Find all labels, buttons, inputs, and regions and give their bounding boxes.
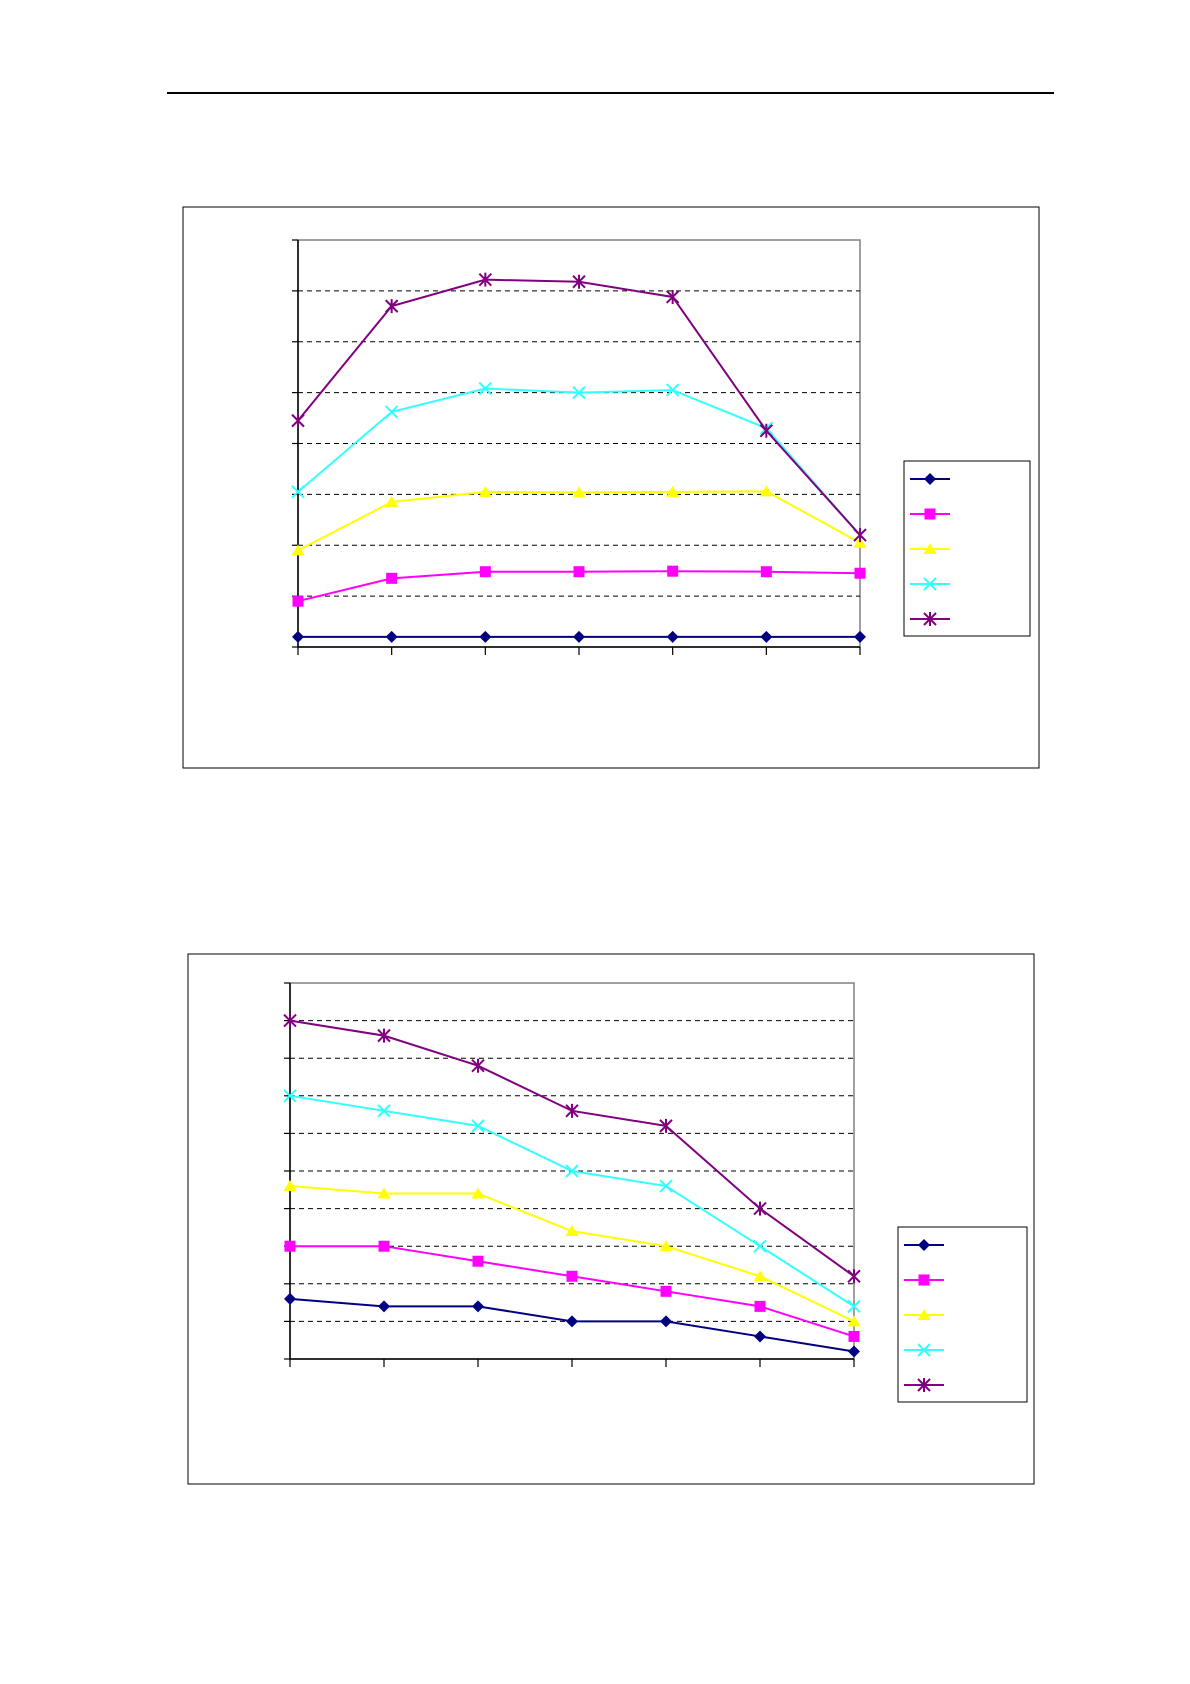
series-5-point (384, 299, 399, 314)
series-2-point (386, 572, 398, 584)
legend-swatch-marker (918, 1239, 930, 1251)
legend-swatch-marker (924, 473, 936, 485)
series-4-point (471, 1119, 485, 1133)
series-1-point (848, 1345, 860, 1358)
series-3-point (572, 486, 586, 498)
series-3-point (478, 485, 492, 497)
series-2-point (479, 566, 491, 578)
series-4-point (478, 381, 493, 396)
series-1-point (573, 630, 585, 643)
series-2-point (284, 1240, 296, 1252)
series-5-point (659, 1118, 673, 1133)
legend-entry-4 (904, 1343, 944, 1357)
series-1-point (378, 1300, 390, 1313)
series-1-point (660, 1315, 672, 1328)
series-2-point (292, 595, 304, 607)
legend-entry-1 (904, 1239, 944, 1251)
chart-2-border (187, 953, 1035, 1485)
chart-1 (182, 206, 1040, 769)
series-5-point (759, 423, 774, 438)
series-4-point (847, 1299, 861, 1314)
series-2-point (378, 1240, 390, 1252)
series-2-point (472, 1255, 484, 1267)
series-2-point (667, 565, 679, 577)
chart-2-plot-area (283, 982, 861, 1367)
series-5-point (665, 289, 680, 304)
series-1-point (760, 630, 773, 643)
legend-swatch-marker (923, 543, 937, 554)
series-5-point (853, 528, 867, 543)
series-2-point (573, 566, 585, 578)
series-2-point (848, 1330, 860, 1342)
series-3-point (753, 1270, 767, 1282)
series-5-point (565, 1103, 579, 1118)
series-1-point (385, 630, 398, 643)
series-3-point (666, 485, 680, 497)
legend-swatch-marker (924, 508, 936, 520)
series-1-point (292, 630, 304, 643)
legend-entry-5 (910, 612, 950, 626)
series-1-point (754, 1330, 766, 1343)
legend-swatch-marker (917, 1378, 931, 1392)
series-4-point (572, 385, 586, 400)
chart-2-legend (897, 1226, 1028, 1403)
series-3-point (377, 1187, 391, 1199)
series-5-point (753, 1201, 767, 1216)
chart-2 (187, 953, 1035, 1485)
series-4-point (753, 1239, 767, 1253)
series-3-point (471, 1187, 485, 1199)
legend-entry-1 (910, 473, 950, 485)
series-4-point (291, 485, 305, 499)
series-2-point (660, 1285, 672, 1297)
series-3-point (283, 1180, 297, 1192)
series-3-point (853, 536, 867, 548)
legend-entry-3 (904, 1309, 944, 1320)
series-4-point (659, 1179, 673, 1193)
legend-swatch-marker (917, 1343, 931, 1357)
series-5-point (847, 1269, 861, 1284)
legend-swatch-marker (917, 1309, 931, 1320)
series-5-point (478, 272, 493, 287)
series-3-point (291, 544, 305, 556)
legend-swatch-marker (923, 577, 937, 591)
series-1-point (284, 1292, 296, 1305)
series-3-point (565, 1225, 579, 1237)
series-2-point (566, 1270, 578, 1282)
series-5-point (471, 1058, 485, 1073)
series-4-point (565, 1164, 579, 1178)
legend-entry-3 (910, 543, 950, 554)
legend-entry-2 (904, 1274, 944, 1286)
series-4-point (283, 1089, 297, 1103)
series-2-point (854, 567, 866, 579)
series-5-point (291, 413, 305, 428)
series-4-point (665, 383, 680, 397)
series-5-point (283, 1013, 297, 1028)
series-2-point (760, 566, 772, 578)
chart-1-plot-area (291, 239, 867, 655)
series-1-point (479, 630, 492, 643)
series-5-point (572, 274, 586, 289)
series-4-point (384, 405, 399, 419)
series-2-point (754, 1300, 766, 1312)
legend-entry-4 (910, 577, 950, 591)
series-1-point (854, 630, 866, 643)
chart-1-border (182, 206, 1040, 769)
series-1-point (566, 1315, 578, 1328)
series-1-point (666, 630, 679, 643)
legend-entry-5 (904, 1378, 944, 1392)
series-3-point (759, 485, 773, 497)
chart-1-legend (903, 460, 1031, 637)
series-3-point (659, 1240, 673, 1252)
series-3-point (847, 1315, 861, 1327)
series-4-point (377, 1104, 391, 1118)
series-5-point (377, 1028, 391, 1043)
legend-swatch-marker (923, 612, 937, 626)
legend-swatch-marker (918, 1274, 930, 1286)
legend-entry-2 (910, 508, 950, 520)
series-1-point (472, 1300, 484, 1313)
series-3-point (385, 496, 399, 508)
